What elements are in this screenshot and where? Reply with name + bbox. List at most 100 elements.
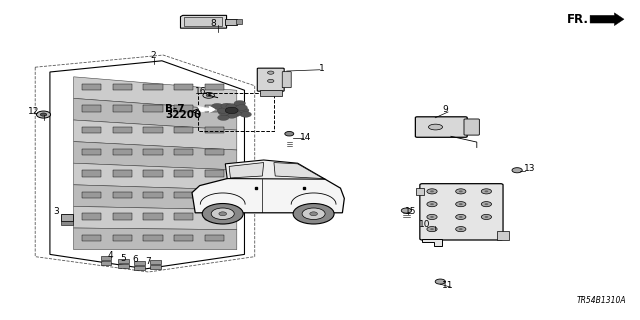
Polygon shape [74,77,237,110]
Circle shape [236,105,248,110]
Circle shape [240,112,252,117]
Circle shape [459,190,463,192]
Polygon shape [192,169,344,213]
Bar [61,221,73,225]
Bar [113,213,132,220]
Circle shape [459,203,463,205]
FancyBboxPatch shape [282,72,291,88]
Circle shape [217,108,228,113]
Polygon shape [74,163,237,190]
Circle shape [435,279,445,284]
FancyBboxPatch shape [464,119,479,135]
Bar [82,170,101,177]
Circle shape [202,204,243,224]
Circle shape [459,216,463,218]
Circle shape [310,212,317,216]
Text: 3: 3 [54,207,59,216]
Text: 1: 1 [319,64,324,73]
Circle shape [427,189,437,194]
Circle shape [218,115,229,120]
Circle shape [427,227,437,232]
Circle shape [36,111,51,118]
Polygon shape [74,185,237,210]
Bar [113,148,132,155]
Bar [61,214,73,221]
Bar [143,213,163,220]
Circle shape [212,103,223,109]
Text: 5: 5 [120,254,125,263]
Polygon shape [74,206,237,230]
Bar [205,84,224,90]
Circle shape [211,208,234,220]
Bar [184,17,222,26]
Polygon shape [229,163,264,178]
Bar [174,235,193,241]
Bar [416,188,424,195]
Bar [113,235,132,241]
Circle shape [218,110,230,116]
FancyBboxPatch shape [420,184,503,240]
Circle shape [226,113,237,118]
Circle shape [226,104,237,109]
Bar [143,170,163,177]
Circle shape [293,204,334,224]
Circle shape [302,208,325,220]
Bar [143,127,163,133]
Text: 16: 16 [195,87,206,96]
Bar [205,213,224,220]
Bar [497,231,509,240]
Bar [205,105,224,112]
Bar [174,127,193,133]
Circle shape [268,79,274,83]
Polygon shape [35,55,255,272]
Text: 14: 14 [300,133,311,142]
Bar [174,213,193,220]
Circle shape [481,189,492,194]
Bar [205,127,224,133]
Circle shape [225,107,238,114]
Circle shape [512,168,522,173]
Text: 6: 6 [133,255,138,264]
Circle shape [285,132,294,136]
Bar [101,261,111,265]
Bar [118,259,129,263]
Circle shape [481,214,492,220]
Bar [174,192,193,198]
Polygon shape [422,239,442,246]
Text: 32200: 32200 [165,109,202,120]
Bar [150,265,161,269]
Bar [236,19,242,24]
Bar [174,170,193,177]
Bar [134,261,145,265]
Polygon shape [192,109,198,114]
Circle shape [427,202,437,207]
Circle shape [456,214,466,220]
Bar [174,84,193,90]
Text: 7: 7 [146,257,151,266]
Bar [113,192,132,198]
Bar [82,105,101,112]
Circle shape [206,94,211,97]
Circle shape [456,227,466,232]
Bar [225,19,237,25]
Bar [82,213,101,220]
Polygon shape [274,163,323,179]
Text: 13: 13 [524,164,535,173]
Text: B-7: B-7 [165,104,185,114]
Text: 10: 10 [419,220,430,229]
Circle shape [430,228,434,230]
FancyBboxPatch shape [257,68,284,91]
Bar [82,127,101,133]
Circle shape [456,202,466,207]
Circle shape [430,216,434,218]
Bar [260,90,282,96]
Circle shape [430,203,434,205]
Bar [143,235,163,241]
Circle shape [456,189,466,194]
Circle shape [459,228,463,230]
Bar [205,235,224,241]
FancyBboxPatch shape [415,117,467,137]
Circle shape [484,216,488,218]
Circle shape [221,103,232,109]
Text: 12: 12 [28,107,40,116]
